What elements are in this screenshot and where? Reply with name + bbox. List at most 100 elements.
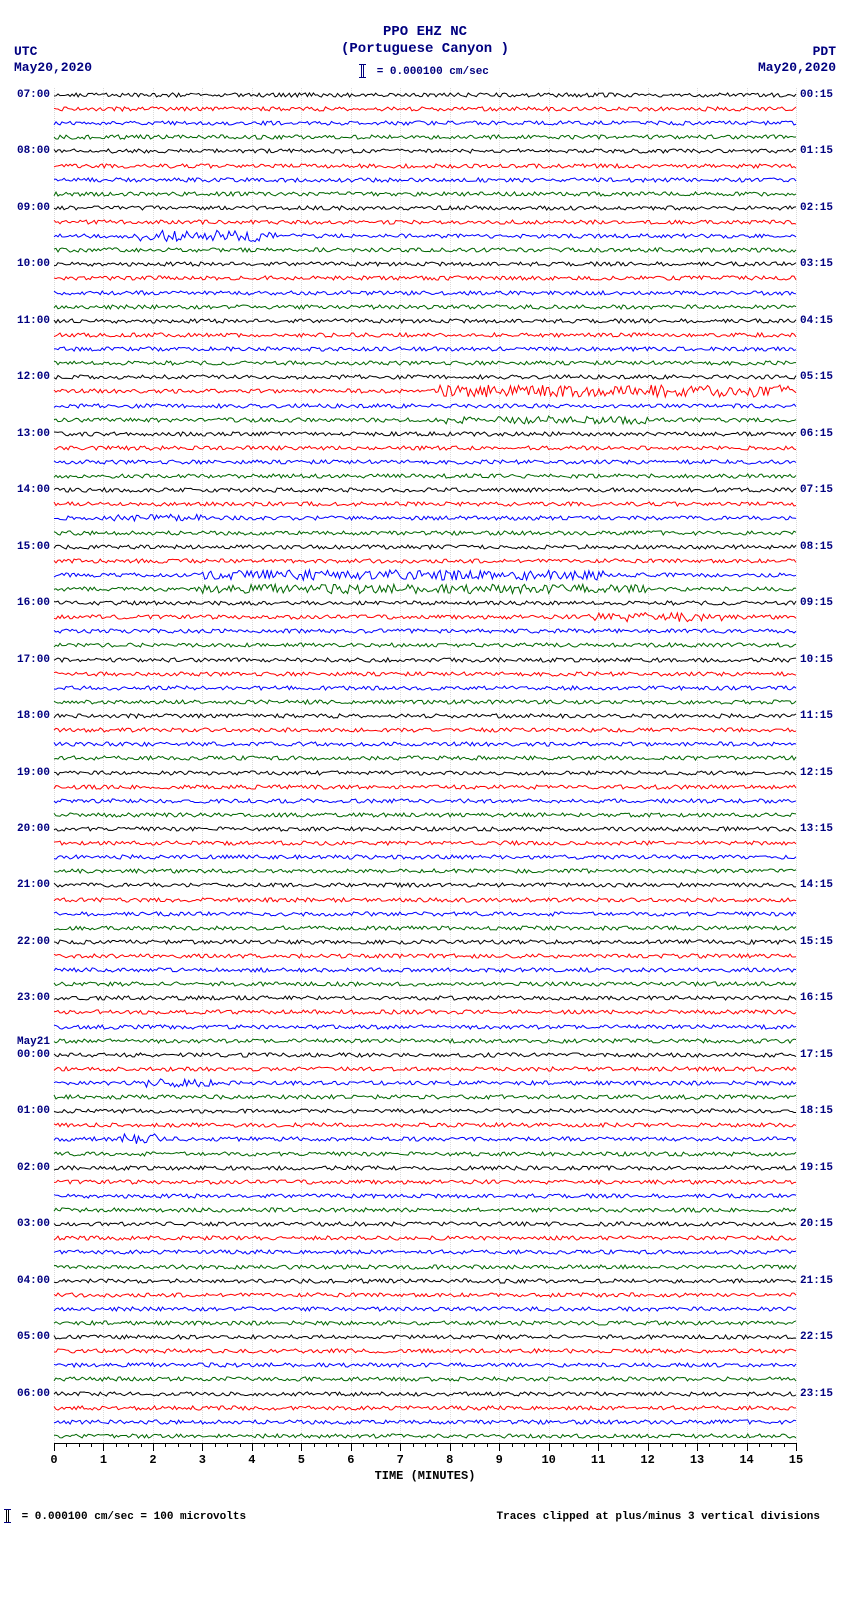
x-tick-minor bbox=[326, 1443, 327, 1447]
trace-row: 09:0002:15 bbox=[54, 201, 796, 215]
tz-left-date: May20,2020 bbox=[14, 60, 92, 76]
pdt-time-label: 19:15 bbox=[796, 1162, 833, 1174]
x-tick-minor bbox=[178, 1443, 179, 1447]
trace-waveform bbox=[54, 596, 796, 610]
trace-waveform bbox=[54, 893, 796, 907]
x-tick-label: 5 bbox=[298, 1453, 305, 1467]
x-tick-minor bbox=[536, 1443, 537, 1447]
trace-row: 14:0007:15 bbox=[54, 483, 796, 497]
trace-row bbox=[54, 1118, 796, 1132]
tz-left: UTC May20,2020 bbox=[14, 44, 92, 75]
trace-row bbox=[54, 511, 796, 525]
trace-waveform bbox=[54, 977, 796, 991]
pdt-time-label: 20:15 bbox=[796, 1218, 833, 1230]
trace-waveform bbox=[54, 1147, 796, 1161]
x-tick-minor bbox=[722, 1443, 723, 1447]
pdt-time-label: 22:15 bbox=[796, 1331, 833, 1343]
trace-waveform bbox=[54, 1090, 796, 1104]
trace-waveform bbox=[54, 921, 796, 935]
utc-time-label: 00:00 bbox=[17, 1049, 54, 1061]
x-tick-minor bbox=[512, 1443, 513, 1447]
trace-row bbox=[54, 554, 796, 568]
trace-row: 18:0011:15 bbox=[54, 709, 796, 723]
trace-waveform bbox=[54, 1274, 796, 1288]
station-location: (Portuguese Canyon ) bbox=[0, 41, 850, 58]
trace-row: 06:0023:15 bbox=[54, 1387, 796, 1401]
trace-row bbox=[54, 723, 796, 737]
trace-row bbox=[54, 286, 796, 300]
x-tick-minor bbox=[277, 1443, 278, 1447]
pdt-time-label: 11:15 bbox=[796, 710, 833, 722]
x-tick bbox=[301, 1443, 302, 1451]
trace-row bbox=[54, 413, 796, 427]
trace-waveform bbox=[54, 314, 796, 328]
trace-row bbox=[54, 737, 796, 751]
trace-row bbox=[54, 243, 796, 257]
pdt-time-label: 01:15 bbox=[796, 145, 833, 157]
x-tick-label: 12 bbox=[640, 1453, 654, 1467]
trace-row bbox=[54, 681, 796, 695]
trace-row bbox=[54, 469, 796, 483]
trace-row: 05:0022:15 bbox=[54, 1330, 796, 1344]
trace-row bbox=[54, 836, 796, 850]
trace-row bbox=[54, 271, 796, 285]
trace-row bbox=[54, 808, 796, 822]
trace-row bbox=[54, 1316, 796, 1330]
trace-row: 16:0009:15 bbox=[54, 596, 796, 610]
trace-waveform bbox=[54, 582, 796, 596]
pdt-time-label: 12:15 bbox=[796, 767, 833, 779]
trace-waveform bbox=[54, 483, 796, 497]
x-tick-minor bbox=[116, 1443, 117, 1447]
trace-row: 21:0014:15 bbox=[54, 878, 796, 892]
trace-row bbox=[54, 1005, 796, 1019]
trace-row bbox=[54, 1302, 796, 1316]
trace-waveform bbox=[54, 441, 796, 455]
x-tick-minor bbox=[413, 1443, 414, 1447]
trace-row: 02:0019:15 bbox=[54, 1161, 796, 1175]
trace-row: 11:0004:15 bbox=[54, 314, 796, 328]
utc-time-label: 03:00 bbox=[17, 1218, 54, 1230]
trace-waveform bbox=[54, 1034, 796, 1048]
trace-waveform bbox=[54, 949, 796, 963]
trace-waveform bbox=[54, 751, 796, 765]
trace-row bbox=[54, 921, 796, 935]
x-tick bbox=[400, 1443, 401, 1451]
x-tick-minor bbox=[586, 1443, 587, 1447]
trace-row: 01:0018:15 bbox=[54, 1104, 796, 1118]
trace-waveform bbox=[54, 1316, 796, 1330]
trace-waveform bbox=[54, 229, 796, 243]
x-tick-minor bbox=[672, 1443, 673, 1447]
pdt-time-label: 17:15 bbox=[796, 1049, 833, 1061]
trace-waveform bbox=[54, 511, 796, 525]
trace-row bbox=[54, 1147, 796, 1161]
pdt-time-label: 05:15 bbox=[796, 371, 833, 383]
trace-row bbox=[54, 1245, 796, 1259]
trace-row bbox=[54, 1020, 796, 1034]
x-tick-label: 14 bbox=[739, 1453, 753, 1467]
trace-waveform bbox=[54, 1415, 796, 1429]
x-tick bbox=[54, 1443, 55, 1451]
helicorder-plot: 07:0000:1508:0001:1509:0002:1510:0003:15… bbox=[54, 88, 796, 1443]
trace-waveform bbox=[54, 1387, 796, 1401]
x-tick bbox=[796, 1443, 797, 1451]
utc-time-label: 04:00 bbox=[17, 1275, 54, 1287]
trace-waveform bbox=[54, 667, 796, 681]
trace-row bbox=[54, 1076, 796, 1090]
trace-row bbox=[54, 384, 796, 398]
x-tick-minor bbox=[165, 1443, 166, 1447]
trace-waveform bbox=[54, 963, 796, 977]
pdt-time-label: 03:15 bbox=[796, 258, 833, 270]
trace-waveform bbox=[54, 638, 796, 652]
trace-row bbox=[54, 300, 796, 314]
trace-waveform bbox=[54, 1401, 796, 1415]
trace-waveform bbox=[54, 257, 796, 271]
trace-row: 23:0016:15 bbox=[54, 991, 796, 1005]
trace-waveform bbox=[54, 300, 796, 314]
trace-waveform bbox=[54, 370, 796, 384]
trace-waveform bbox=[54, 187, 796, 201]
x-tick-minor bbox=[635, 1443, 636, 1447]
pdt-time-label: 15:15 bbox=[796, 936, 833, 948]
trace-row bbox=[54, 977, 796, 991]
x-tick-label: 10 bbox=[541, 1453, 555, 1467]
trace-waveform bbox=[54, 1203, 796, 1217]
